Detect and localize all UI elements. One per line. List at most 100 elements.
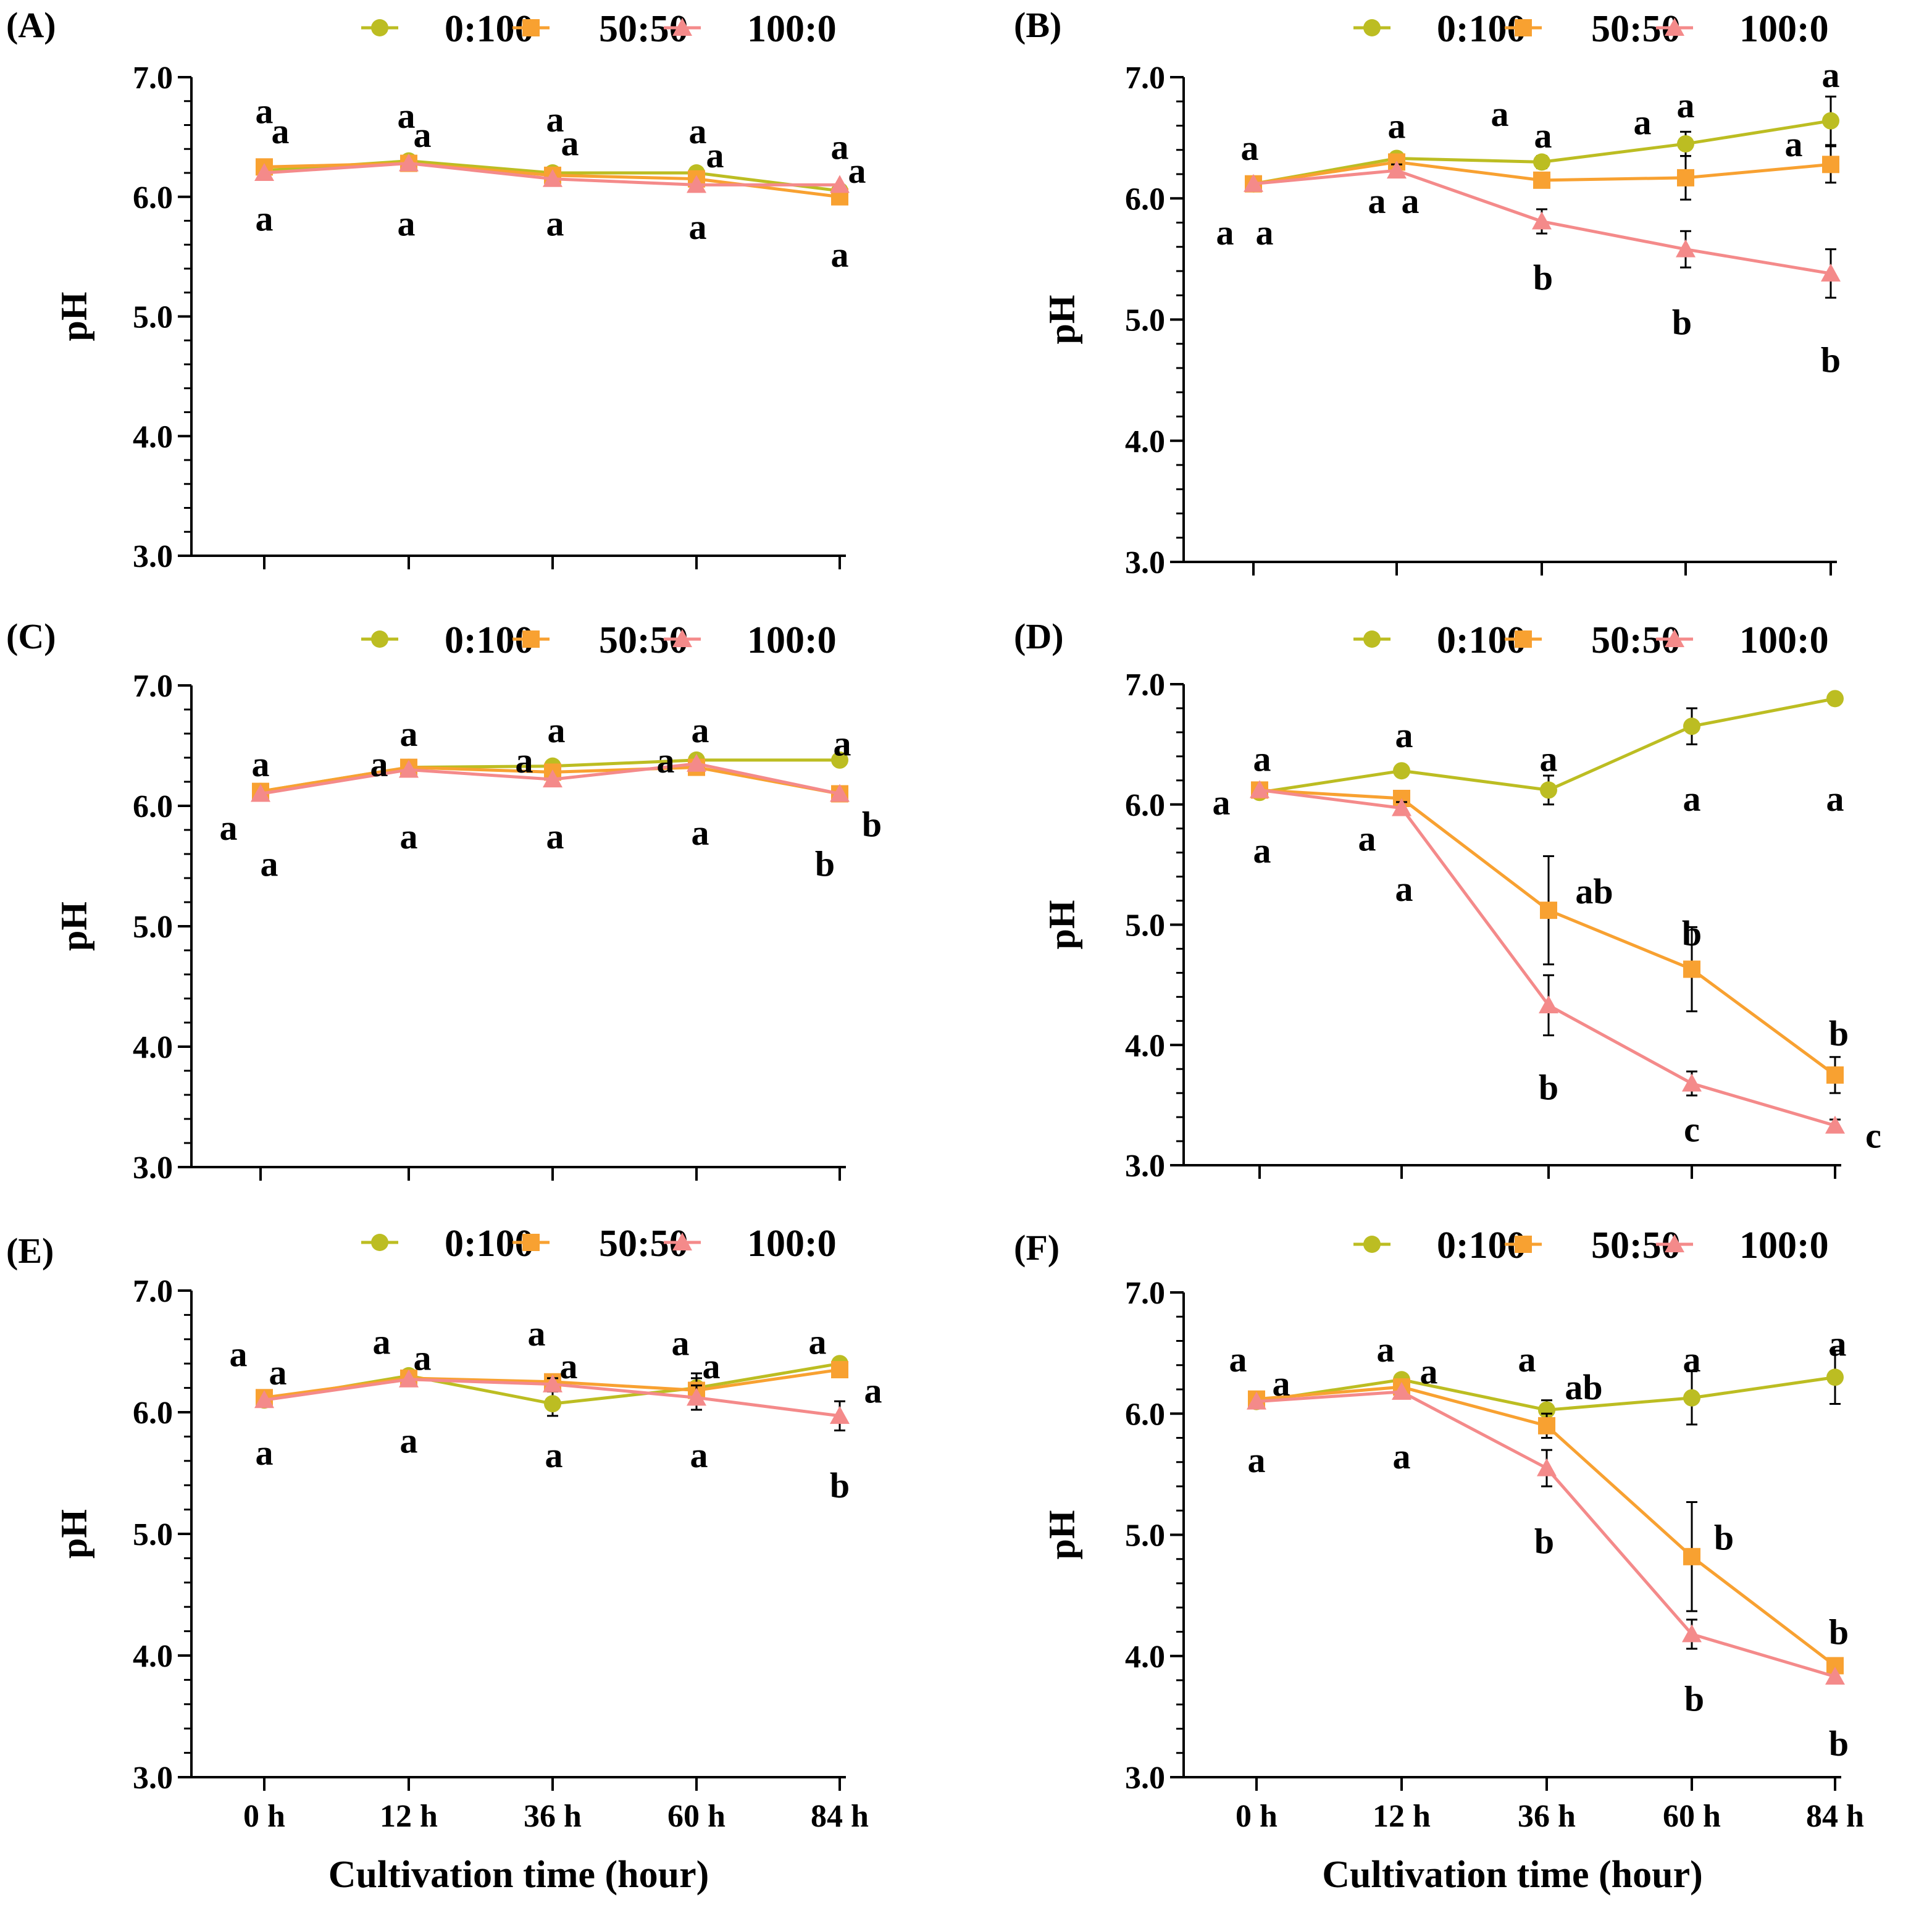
series-100:0 — [254, 153, 850, 193]
y-tick-label: 5.0 — [1125, 1518, 1165, 1554]
significance-label: a — [400, 816, 418, 856]
series-100:0 — [1247, 1381, 1845, 1685]
data-point — [254, 1390, 274, 1409]
significance-label: a — [689, 111, 707, 151]
significance-label: a — [272, 111, 290, 151]
chart-panel-1: (A) 0:100 50:50 100:03.04.05.06.07.0pHaaaaa… — [6, 5, 866, 574]
legend-entry: 0:100 — [361, 619, 534, 661]
significance-label: a — [256, 1433, 274, 1473]
significance-label: a — [1241, 128, 1259, 168]
y-tick-label: 6.0 — [133, 789, 173, 824]
data-point — [1540, 781, 1557, 799]
y-tick-label: 5.0 — [1125, 908, 1165, 944]
y-tick-label: 4.0 — [1125, 1028, 1165, 1063]
significance-label: b — [1829, 1013, 1849, 1053]
x-tick-label: 0 h — [243, 1799, 285, 1834]
panel-label: (F) — [1014, 1228, 1060, 1268]
y-axis-label: pH — [54, 291, 94, 341]
significance-label: a — [1216, 212, 1234, 253]
y-tick-label: 5.0 — [133, 300, 173, 335]
data-point — [543, 169, 562, 187]
significance-label: a — [689, 207, 707, 247]
legend-marker — [522, 1234, 540, 1251]
legend-entry: 100:0 — [664, 8, 837, 50]
legend-marker — [371, 1234, 388, 1251]
data-point — [1533, 153, 1550, 171]
y-axis-label: pH — [1042, 900, 1082, 949]
y-tick-label: 6.0 — [133, 1396, 173, 1431]
x-axis-title: Cultivation time (hour) — [1322, 1854, 1703, 1896]
legend-marker — [1665, 18, 1684, 36]
significance-label: b — [862, 804, 882, 844]
significance-label: a — [1683, 779, 1701, 819]
significance-label: a — [545, 1435, 563, 1475]
legend-entry: 50:50 — [1505, 8, 1681, 50]
y-tick-label: 6.0 — [1125, 182, 1165, 217]
chart-panel-3: (C) 0:100 50:50 100:03.04.05.06.07.0pHaaaaa… — [6, 616, 882, 1186]
significance-label: b — [1684, 1678, 1704, 1719]
legend-marker — [1363, 630, 1381, 648]
data-point — [830, 1405, 850, 1424]
data-point — [687, 1388, 706, 1406]
significance-label: a — [528, 1313, 546, 1354]
legend-entry: 50:50 — [1505, 1225, 1681, 1267]
significance-label: a — [516, 740, 533, 781]
y-axis-label: pH — [54, 902, 94, 951]
x-tick-label: 0 h — [1236, 1799, 1278, 1834]
legend-marker — [1665, 629, 1684, 647]
series-line — [1259, 788, 1836, 1076]
y-tick-label: 7.0 — [1125, 1276, 1165, 1311]
data-point — [1826, 690, 1844, 708]
chart-panel-4: (D) 0:100 50:50 100:03.04.05.06.07.0pHaaaaa… — [1014, 616, 1881, 1184]
x-tick-label: 84 h — [1806, 1799, 1864, 1834]
y-tick-label: 3.0 — [1125, 545, 1165, 580]
significance-label: a — [1634, 103, 1652, 143]
data-point — [1822, 156, 1839, 174]
significance-label: a — [657, 740, 675, 781]
y-tick-label: 4.0 — [133, 1030, 173, 1065]
legend-entry: 50:50 — [512, 8, 688, 50]
x-tick-label: 60 h — [1663, 1799, 1721, 1834]
y-tick-label: 7.0 — [133, 669, 173, 704]
y-tick-label: 3.0 — [133, 1761, 173, 1796]
legend-entry: 50:50 — [512, 619, 688, 661]
significance-label: a — [831, 127, 849, 167]
panel-label: (C) — [6, 616, 56, 656]
significance-label: a — [706, 135, 724, 175]
panel-label: (E) — [6, 1231, 54, 1271]
data-point — [830, 784, 850, 802]
legend-marker — [1665, 1234, 1684, 1252]
data-point — [1537, 1458, 1557, 1476]
y-tick-label: 7.0 — [1125, 668, 1165, 703]
significance-label: a — [1368, 181, 1386, 221]
significance-label: a — [672, 1323, 690, 1363]
legend-entry: 0:100 — [1353, 8, 1526, 50]
y-tick-label: 3.0 — [133, 539, 173, 574]
legend-marker — [672, 1233, 692, 1250]
significance-label: a — [1229, 1339, 1247, 1380]
significance-label: a — [414, 115, 432, 155]
significance-label: a — [1253, 739, 1271, 779]
significance-label: b — [1829, 1612, 1849, 1652]
data-point — [1532, 211, 1552, 230]
legend-marker — [1515, 19, 1532, 36]
data-point — [1387, 161, 1407, 179]
data-point — [1825, 1667, 1845, 1685]
data-point — [831, 1361, 848, 1379]
y-axis-label: pH — [1042, 1510, 1082, 1559]
data-point — [1683, 718, 1700, 735]
legend-entry: 0:100 — [1353, 619, 1526, 661]
data-point — [1682, 1073, 1702, 1092]
y-tick-label: 5.0 — [1125, 303, 1165, 338]
y-tick-label: 6.0 — [1125, 788, 1165, 823]
significance-label: a — [1393, 1436, 1411, 1476]
data-point — [1540, 902, 1557, 919]
significance-label: b — [1534, 1521, 1554, 1561]
significance-label: a — [1253, 831, 1271, 871]
significance-label: b — [1829, 1723, 1849, 1764]
legend-entry: 100:0 — [1656, 8, 1829, 50]
series-100:0 — [254, 1369, 850, 1432]
significance-label: a — [1826, 779, 1844, 819]
significance-label: a — [690, 1435, 708, 1475]
legend-marker — [1363, 1236, 1381, 1253]
